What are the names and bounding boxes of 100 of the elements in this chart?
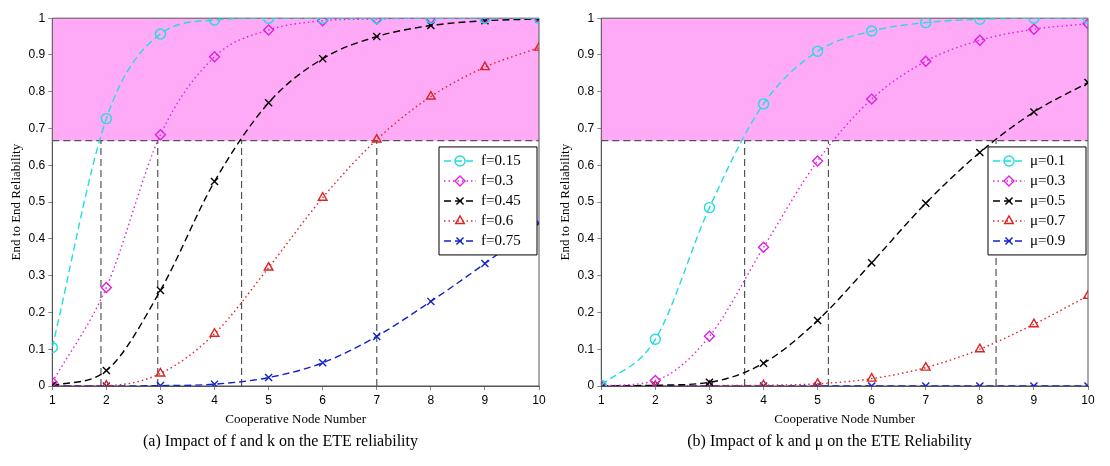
point	[649, 374, 662, 386]
x-tick-label: 2	[652, 392, 660, 407]
x-tick-label: 3	[157, 392, 165, 407]
point	[155, 367, 166, 377]
point	[100, 281, 113, 294]
x-tick-label: 9	[481, 392, 489, 407]
legend-label: f=0.6	[481, 211, 514, 228]
x-tick-label: 2	[103, 392, 111, 407]
point	[974, 343, 985, 353]
x-tick-label: 4	[760, 392, 768, 407]
x-tick-label: 7	[922, 392, 930, 407]
y-tick-label: 0.5	[28, 194, 46, 209]
point	[975, 148, 985, 157]
y-tick-label: 0.8	[28, 84, 46, 99]
point	[920, 361, 931, 371]
y-tick-label: 1	[587, 10, 595, 25]
y-tick-label: 0.4	[577, 231, 595, 246]
point	[318, 54, 327, 63]
x-axis-title: Cooperative Node Number	[774, 410, 916, 426]
y-tick-label: 0.8	[577, 84, 595, 99]
point	[1029, 107, 1039, 117]
x-tick-label: 10	[532, 392, 546, 407]
point	[209, 328, 220, 337]
point	[480, 259, 490, 268]
point	[426, 297, 436, 306]
point	[649, 333, 662, 345]
line-series	[601, 18, 1088, 386]
point	[262, 24, 275, 36]
y-axis-title: End to End Reliability	[8, 143, 24, 261]
point	[208, 51, 221, 63]
x-axis-title: Cooperative Node Number	[225, 410, 367, 426]
text: (a) Impact of f and k on the ETE reliability	[142, 432, 419, 450]
point	[813, 316, 822, 325]
point	[974, 34, 986, 46]
legend-label: μ=0.1	[1030, 151, 1066, 168]
x-tick-label: 8	[976, 392, 984, 407]
y-tick-label: 1	[38, 10, 46, 25]
point	[703, 330, 716, 343]
y-tick-label: 0.4	[28, 231, 46, 246]
y-tick-label: 0.7	[577, 120, 595, 135]
y-tick-label: 0.2	[577, 304, 595, 319]
point	[317, 191, 328, 201]
y-tick-label: 0.6	[577, 157, 595, 172]
point	[318, 358, 327, 368]
x-tick-label: 1	[48, 392, 56, 407]
x-tick-label: 3	[706, 392, 714, 407]
y-tick-label: 0.1	[28, 341, 46, 356]
point	[921, 198, 930, 208]
y-tick-label: 0.9	[28, 47, 46, 62]
point	[703, 201, 716, 214]
point	[920, 18, 932, 29]
legend-label: f=0.3	[481, 171, 514, 188]
point	[100, 112, 113, 125]
point	[757, 241, 770, 254]
y-tick-label: 0.1	[577, 341, 595, 356]
point	[759, 358, 768, 368]
point	[1028, 23, 1040, 35]
y-tick-label: 0.2	[28, 304, 46, 319]
x-tick-label: 6	[319, 392, 327, 407]
point	[210, 177, 219, 186]
point	[866, 372, 877, 382]
text: (b) Impact of k and μ on the ETE Reliability	[686, 432, 973, 450]
x-tick-label: 5	[265, 392, 273, 407]
y-tick-label: 0.7	[28, 120, 46, 135]
point	[920, 55, 932, 67]
legend-label: μ=0.7	[1030, 211, 1066, 228]
y-tick-label: 0.6	[28, 157, 46, 172]
point	[102, 366, 111, 375]
legend-label: μ=0.9	[1030, 231, 1066, 248]
point	[154, 28, 167, 40]
x-tick-label: 5	[814, 392, 822, 407]
point	[263, 261, 274, 271]
y-tick-label: 0	[38, 378, 46, 393]
point	[372, 32, 381, 41]
x-tick-label: 6	[868, 392, 876, 407]
legend-label: f=0.75	[481, 231, 521, 248]
point	[264, 98, 273, 108]
point	[372, 332, 381, 341]
point	[154, 129, 167, 141]
y-tick-label: 0.5	[577, 194, 595, 209]
point	[264, 373, 273, 382]
x-tick-label: 9	[1030, 392, 1038, 407]
y-tick-label: 0.3	[577, 267, 595, 282]
y-axis-title: End to End Reliability	[557, 143, 573, 261]
point	[865, 93, 878, 105]
point	[757, 98, 770, 110]
point	[426, 21, 436, 30]
legend-label: f=0.45	[481, 191, 521, 208]
point	[811, 155, 824, 167]
point	[811, 45, 824, 57]
x-tick-label: 1	[597, 392, 605, 407]
x-tick-label: 7	[373, 392, 381, 407]
point	[156, 286, 165, 295]
legend-label: f=0.15	[481, 151, 521, 168]
y-tick-label: 0	[587, 378, 595, 393]
point	[1028, 318, 1039, 328]
x-tick-label: 8	[427, 392, 435, 407]
y-tick-label: 0.3	[28, 267, 46, 282]
legend-label: μ=0.3	[1030, 171, 1066, 188]
x-tick-label: 4	[211, 392, 219, 407]
